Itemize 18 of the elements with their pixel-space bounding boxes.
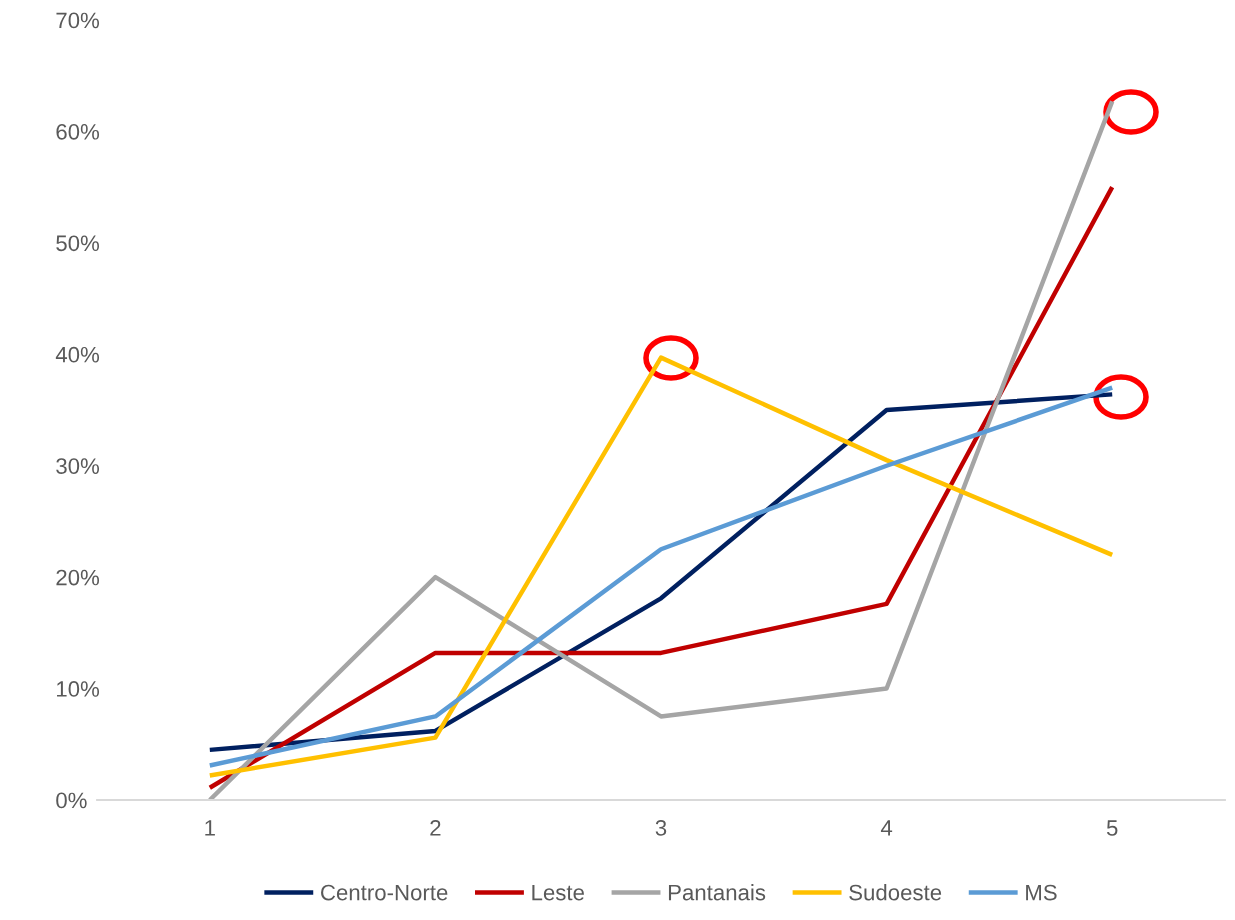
x-tick-label: 1 (205, 820, 215, 836)
legend-label: Centro-Norte (321, 884, 448, 901)
y-tick-label: 30% (56, 458, 100, 474)
legend-label: Pantanais (668, 884, 766, 901)
y-tick-label: 70% (56, 12, 100, 29)
x-tick-label: 2 (430, 820, 441, 836)
x-tick-label: 4 (880, 820, 893, 836)
legend-label: Leste (532, 884, 584, 901)
y-tick-label: 50% (56, 235, 100, 252)
y-tick-label: 0% (56, 792, 87, 809)
y-tick-label: 20% (56, 569, 100, 586)
legend-label: MS (1026, 884, 1057, 901)
x-tick-label: 5 (1106, 820, 1118, 836)
y-tick-label: 40% (55, 346, 100, 363)
x-tick-label: 3 (655, 820, 667, 836)
legend-label: Sudoeste (849, 884, 942, 901)
y-tick-label: 10% (57, 681, 100, 697)
y-tick-label: 60% (56, 123, 100, 140)
